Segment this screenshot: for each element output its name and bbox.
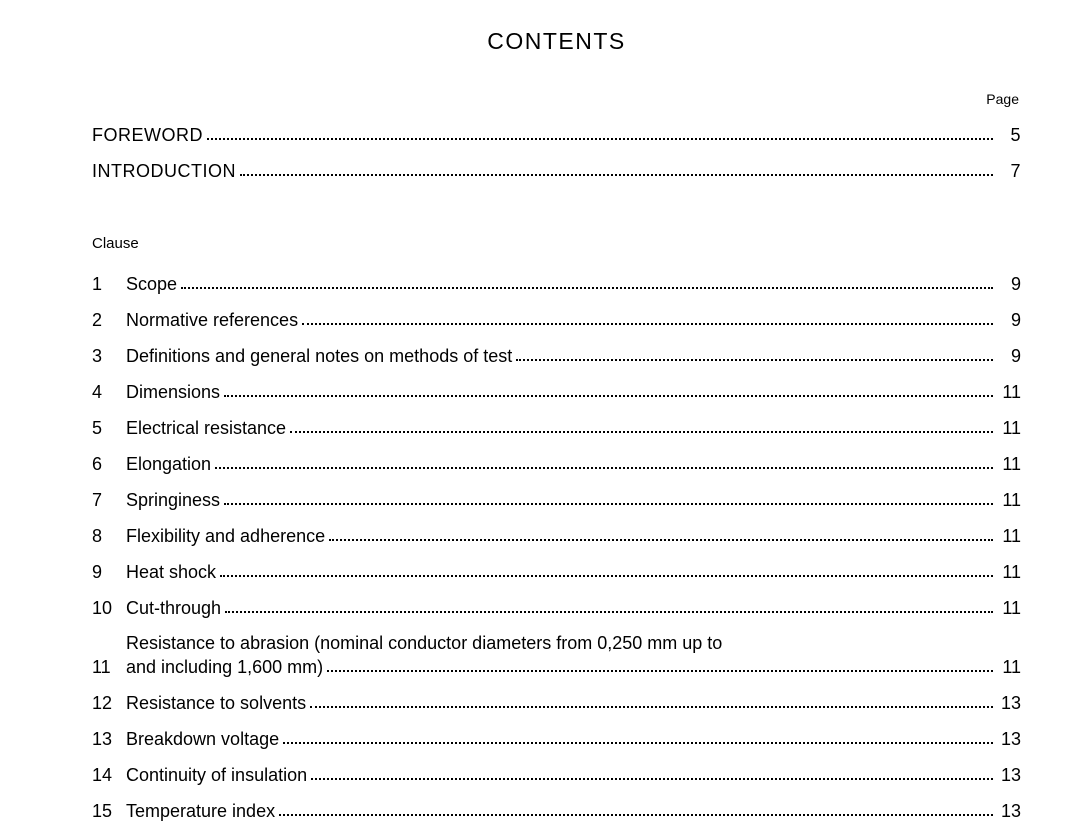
clause-entries-list: 1Scope92Normative references93Definition… <box>92 272 1021 823</box>
toc-top-entry: FOREWORD 5 <box>92 123 1021 147</box>
toc-clause-entry: 13Breakdown voltage13 <box>92 727 1021 751</box>
toc-entry-page: 13 <box>997 728 1021 751</box>
toc-entry-label: Breakdown voltage <box>126 728 279 751</box>
toc-multiline-second-row: and including 1,600 mm) 11 <box>126 655 1021 679</box>
toc-clause-entry: 9Heat shock 11 <box>92 560 1021 584</box>
toc-leader <box>225 593 993 613</box>
toc-entry-label: Normative references <box>126 309 298 332</box>
toc-clause-number: 2 <box>92 309 126 332</box>
toc-clause-entry: 7Springiness 11 <box>92 488 1021 512</box>
toc-entry-label: Flexibility and adherence <box>126 525 325 548</box>
toc-entry-page: 9 <box>997 273 1021 296</box>
toc-entry-page: 7 <box>997 160 1021 183</box>
contents-title: CONTENTS <box>92 28 1021 55</box>
toc-entry-page: 11 <box>997 656 1021 679</box>
toc-clause-entry: 12Resistance to solvents 13 <box>92 691 1021 715</box>
toc-clause-entry: 6Elongation 11 <box>92 452 1021 476</box>
toc-clause-number: 1 <box>92 273 126 296</box>
toc-clause-entry: 5Electrical resistance 11 <box>92 416 1021 440</box>
toc-leader <box>240 156 993 176</box>
toc-leader <box>224 485 993 505</box>
toc-entry-label: Definitions and general notes on methods… <box>126 345 512 368</box>
toc-clause-entry: 10Cut-through 11 <box>92 596 1021 620</box>
toc-clause-entry: 1Scope 9 <box>92 272 1021 296</box>
toc-clause-number: 6 <box>92 453 126 476</box>
toc-entry-page: 11 <box>997 597 1021 620</box>
toc-entry-label: Continuity of insulation <box>126 764 307 787</box>
toc-clause-number: 4 <box>92 381 126 404</box>
toc-clause-number: 9 <box>92 561 126 584</box>
toc-leader <box>310 688 993 708</box>
toc-entry-label: Temperature index <box>126 800 275 823</box>
page-container: CONTENTS Page FOREWORD 5 INTRODUCTION 7 Cla… <box>0 0 1081 823</box>
clause-section-header: Clause <box>92 235 1021 252</box>
toc-leader <box>215 449 993 469</box>
toc-entry-label: Elongation <box>126 453 211 476</box>
toc-leader <box>290 413 993 433</box>
toc-leader <box>207 120 993 140</box>
toc-entry-label: Heat shock <box>126 561 216 584</box>
toc-entry-page: 5 <box>997 124 1021 147</box>
toc-clause-number: 10 <box>92 597 126 620</box>
toc-entry-label: INTRODUCTION <box>92 160 236 183</box>
toc-leader <box>302 305 993 325</box>
toc-top-entry: INTRODUCTION 7 <box>92 159 1021 183</box>
toc-entry-page: 11 <box>997 489 1021 512</box>
toc-leader <box>329 521 993 541</box>
toc-leader <box>311 760 993 780</box>
toc-entry-label: Cut-through <box>126 597 221 620</box>
toc-clause-entry: 2Normative references 9 <box>92 308 1021 332</box>
toc-leader <box>327 652 993 672</box>
toc-clause-entry: 3Definitions and general notes on method… <box>92 344 1021 368</box>
toc-clause-number: 5 <box>92 417 126 440</box>
page-column-header: Page <box>92 91 1021 107</box>
toc-clause-entry: 4Dimensions 11 <box>92 380 1021 404</box>
toc-leader <box>181 269 993 289</box>
toc-entry-page: 13 <box>997 692 1021 715</box>
toc-entry-label: Resistance to solvents <box>126 692 306 715</box>
toc-entry-page: 11 <box>997 525 1021 548</box>
toc-clause-number: 11 <box>92 656 126 679</box>
toc-entry-page: 13 <box>997 764 1021 787</box>
toc-leader <box>220 557 993 577</box>
toc-multiline-wrap: Resistance to abrasion (nominal conducto… <box>126 632 1021 679</box>
toc-entry-page: 9 <box>997 345 1021 368</box>
toc-entry-page: 9 <box>997 309 1021 332</box>
toc-clause-number: 3 <box>92 345 126 368</box>
toc-entry-label: FOREWORD <box>92 124 203 147</box>
toc-clause-number: 8 <box>92 525 126 548</box>
toc-entry-page: 11 <box>997 561 1021 584</box>
toc-entry-label: and including 1,600 mm) <box>126 656 323 679</box>
toc-clause-number: 14 <box>92 764 126 787</box>
toc-entry-page: 11 <box>997 417 1021 440</box>
toc-leader <box>516 341 993 361</box>
toc-entry-page: 13 <box>997 800 1021 823</box>
toc-clause-entry: 15Temperature index 13 <box>92 799 1021 823</box>
toc-entry-label: Electrical resistance <box>126 417 286 440</box>
toc-entry-label: Scope <box>126 273 177 296</box>
toc-entry-page: 11 <box>997 453 1021 476</box>
toc-clause-number: 15 <box>92 800 126 823</box>
toc-leader <box>283 724 993 744</box>
toc-clause-number: 13 <box>92 728 126 751</box>
top-entries-list: FOREWORD 5 INTRODUCTION 7 <box>92 123 1021 183</box>
toc-clause-entry: 11Resistance to abrasion (nominal conduc… <box>92 632 1021 679</box>
toc-leader <box>224 377 993 397</box>
toc-entry-label: Springiness <box>126 489 220 512</box>
toc-clause-entry: 8Flexibility and adherence 11 <box>92 524 1021 548</box>
toc-clause-number: 12 <box>92 692 126 715</box>
toc-entry-page: 11 <box>997 381 1021 404</box>
toc-entry-label: Dimensions <box>126 381 220 404</box>
toc-leader <box>279 796 993 816</box>
toc-clause-number: 7 <box>92 489 126 512</box>
